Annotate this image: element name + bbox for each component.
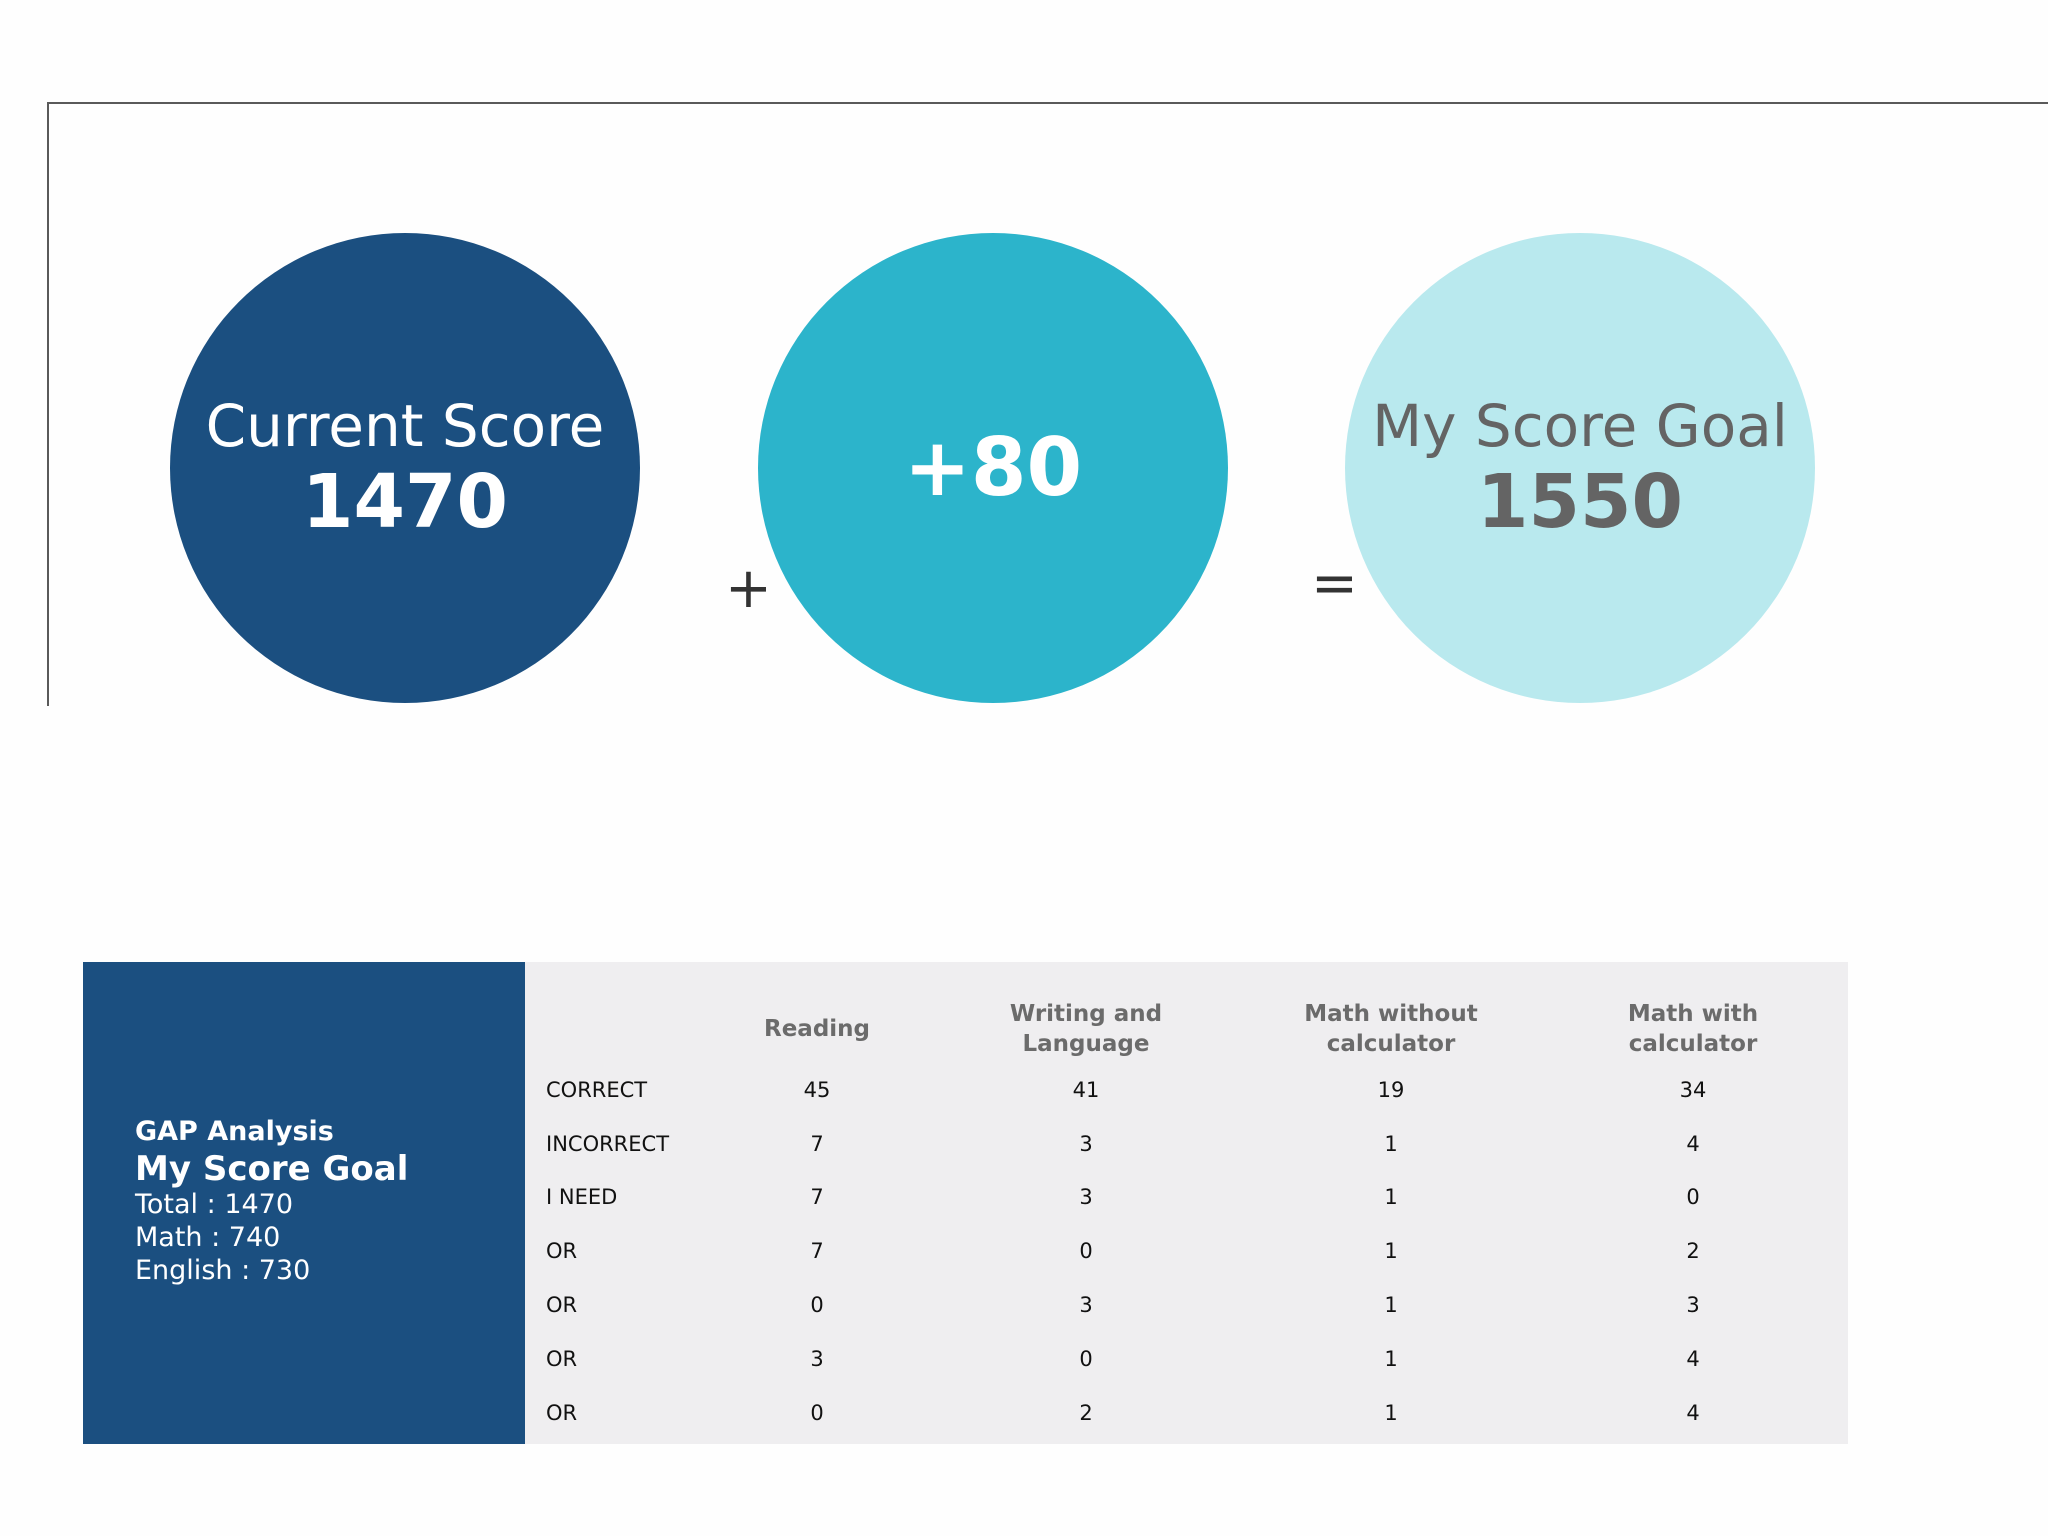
gap-analysis-heading: GAP Analysis (135, 1116, 334, 1147)
row-label: OR (546, 1347, 578, 1371)
table-cell: 1 (1384, 1347, 1398, 1371)
table-cell: 7 (810, 1239, 824, 1263)
score-goal-circle: My Score Goal 1550 (1345, 233, 1815, 703)
table-cell: 1 (1384, 1401, 1398, 1425)
table-cell: 3 (1079, 1293, 1093, 1317)
table-cell: 1 (1384, 1185, 1398, 1209)
table-cell: 3 (1686, 1293, 1700, 1317)
gap-analysis-panel: GAP Analysis My Score Goal Total : 1470 … (83, 962, 525, 1444)
row-label: CORRECT (546, 1078, 648, 1102)
gap-total: Total : 1470 (135, 1189, 294, 1220)
row-label: OR (546, 1239, 578, 1263)
table-cell: 2 (1079, 1401, 1093, 1425)
table-cell: 0 (810, 1401, 824, 1425)
current-score-value: 1470 (302, 459, 508, 545)
table-cell: 19 (1377, 1078, 1405, 1102)
gap-english: English : 730 (135, 1255, 311, 1286)
table-cell: 3 (1079, 1185, 1093, 1209)
table-cell: 7 (810, 1132, 824, 1156)
table-cell: 0 (1686, 1185, 1700, 1209)
gap-table: Reading Writing and Language Math withou… (525, 962, 1848, 1444)
frame-top-border (47, 102, 2048, 104)
equals-sign: = (1311, 551, 1358, 616)
row-label: OR (546, 1401, 578, 1425)
row-label: I NEED (546, 1185, 618, 1209)
score-goal-label: My Score Goal (1372, 392, 1788, 460)
table-cell: 0 (810, 1293, 824, 1317)
score-goal-value: 1550 (1477, 459, 1683, 545)
score-increase-circle: +80 (758, 233, 1228, 703)
table-cell: 1 (1384, 1132, 1398, 1156)
table-cell: 0 (1079, 1347, 1093, 1371)
table-cell: 41 (1072, 1078, 1100, 1102)
table-cell: 3 (1079, 1132, 1093, 1156)
table-cell: 34 (1679, 1078, 1707, 1102)
table-cell: 7 (810, 1185, 824, 1209)
column-header-reading: Reading (763, 1016, 870, 1042)
plus-sign: + (725, 556, 772, 621)
score-increase-value: +80 (903, 421, 1083, 514)
table-cell: 1 (1384, 1239, 1398, 1263)
gap-math: Math : 740 (135, 1222, 281, 1253)
column-header-math-no-calculator: Math without calculator (1304, 1001, 1478, 1057)
table-cell: 2 (1686, 1239, 1700, 1263)
table-cell: 3 (810, 1347, 824, 1371)
column-header-writing-language: Writing and Language (1009, 1001, 1163, 1057)
gap-analysis-content: GAP Analysis My Score Goal Total : 1470 … (135, 1114, 408, 1287)
column-header-math-calculator: Math with calculator (1627, 1001, 1759, 1057)
table-cell: 4 (1686, 1401, 1700, 1425)
gap-score-goal-title: My Score Goal (135, 1149, 409, 1189)
current-score-label: Current Score (205, 392, 605, 460)
frame-left-border (47, 102, 49, 706)
table-cell: 0 (1079, 1239, 1093, 1263)
score-equation: Current Score 1470 + +80 = My Score Goal… (49, 104, 2048, 706)
table-cell: 45 (803, 1078, 831, 1102)
table-cell: 4 (1686, 1132, 1700, 1156)
table-cell: 4 (1686, 1347, 1700, 1371)
row-label: OR (546, 1293, 578, 1317)
table-cell: 1 (1384, 1293, 1398, 1317)
current-score-circle: Current Score 1470 (170, 233, 640, 703)
row-label: INCORRECT (546, 1132, 670, 1156)
